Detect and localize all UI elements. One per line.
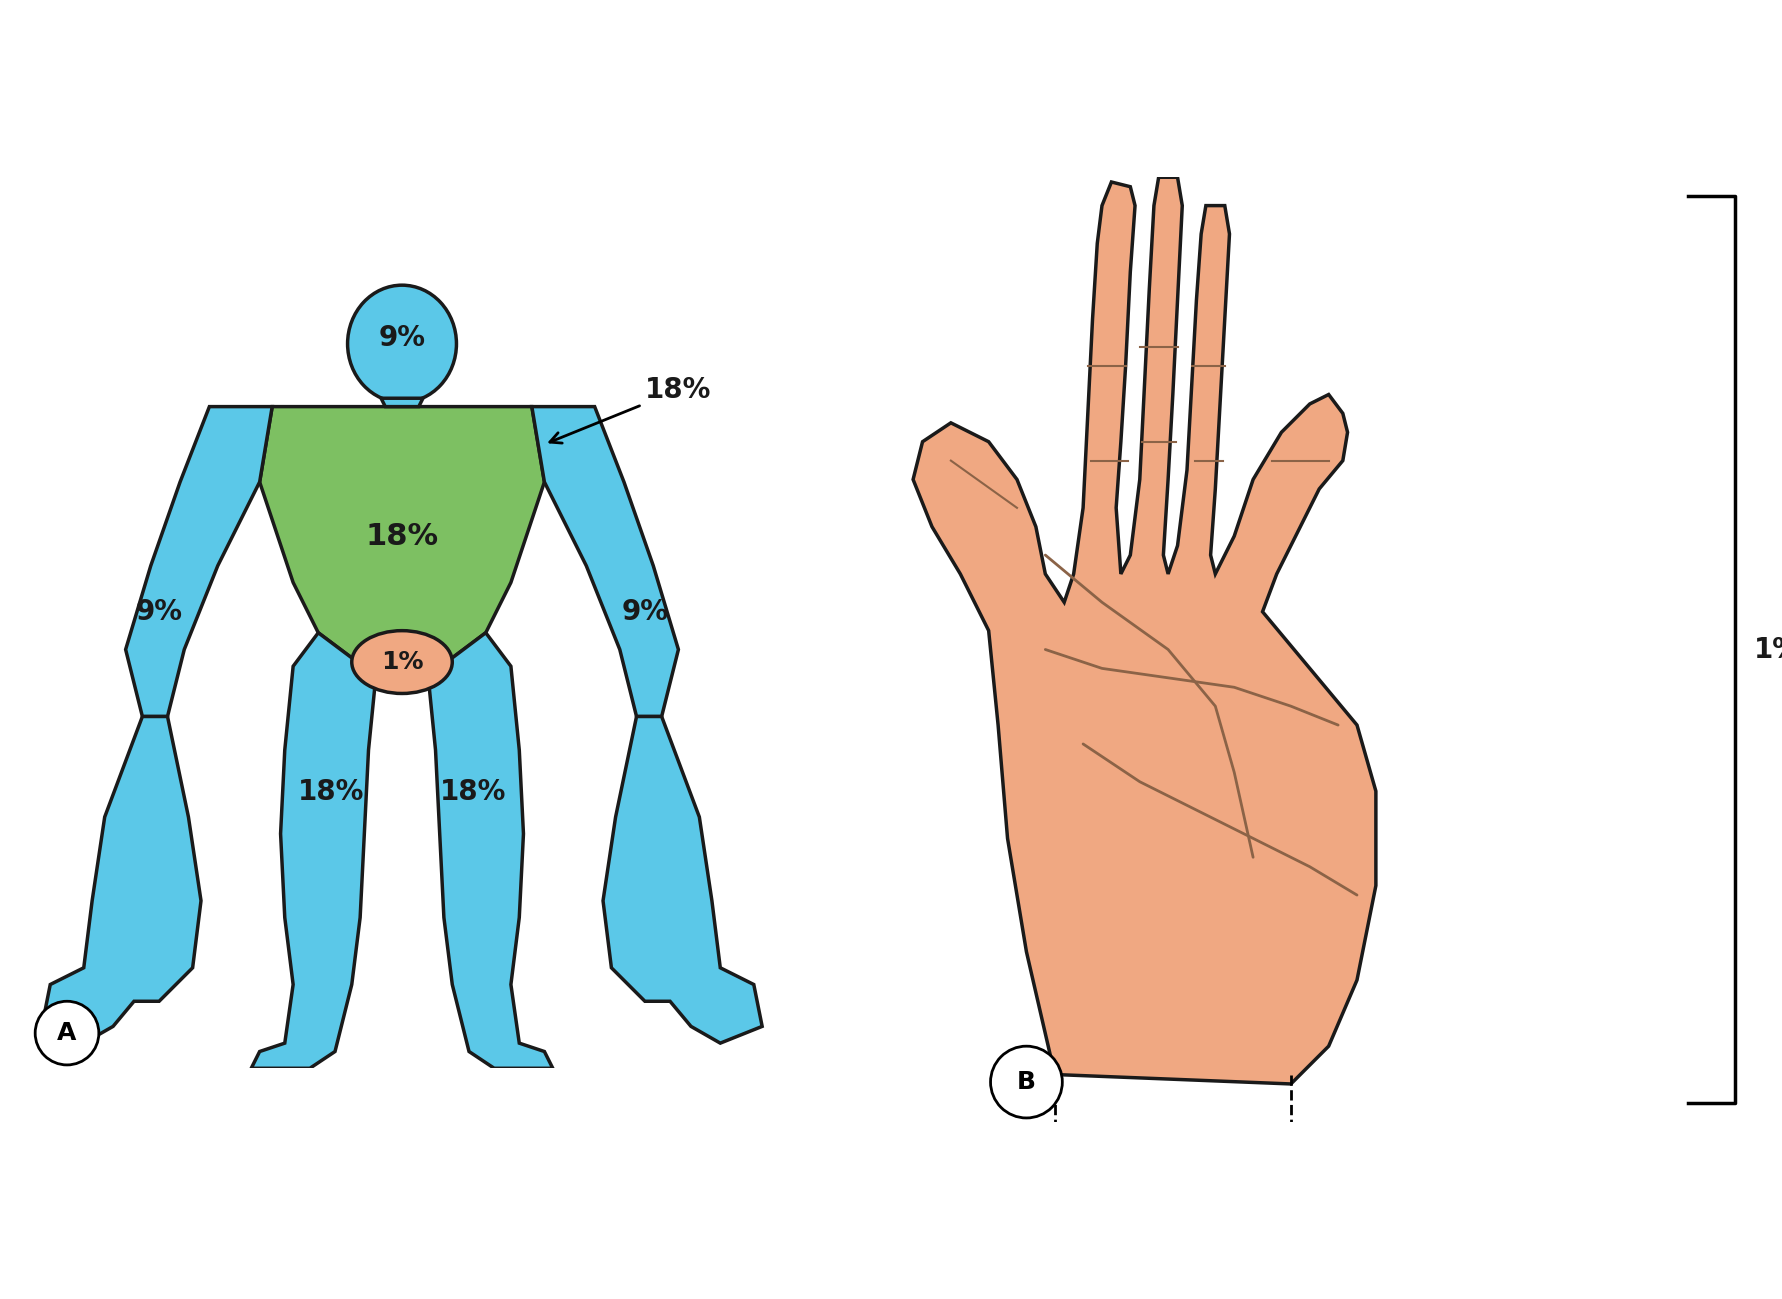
Circle shape (991, 1046, 1062, 1118)
Text: 9%: 9% (622, 598, 668, 626)
Circle shape (36, 1002, 98, 1065)
Text: A: A (57, 1021, 77, 1046)
Polygon shape (602, 717, 763, 1043)
Polygon shape (531, 407, 679, 717)
Text: 9%: 9% (135, 598, 182, 626)
Ellipse shape (347, 286, 456, 403)
Polygon shape (381, 399, 422, 407)
Text: 18%: 18% (365, 522, 438, 551)
Polygon shape (912, 177, 1376, 1083)
Text: 18%: 18% (298, 778, 364, 805)
Text: B: B (1018, 1070, 1035, 1094)
Polygon shape (41, 717, 201, 1043)
Text: 1%: 1% (381, 650, 424, 674)
Text: 18%: 18% (440, 778, 506, 805)
Polygon shape (251, 633, 378, 1068)
Text: 18%: 18% (551, 377, 711, 443)
Polygon shape (125, 407, 273, 717)
Polygon shape (260, 407, 545, 657)
Ellipse shape (351, 630, 453, 694)
Polygon shape (428, 633, 552, 1068)
Text: 9%: 9% (378, 323, 426, 352)
Text: 1%: 1% (1753, 635, 1782, 664)
